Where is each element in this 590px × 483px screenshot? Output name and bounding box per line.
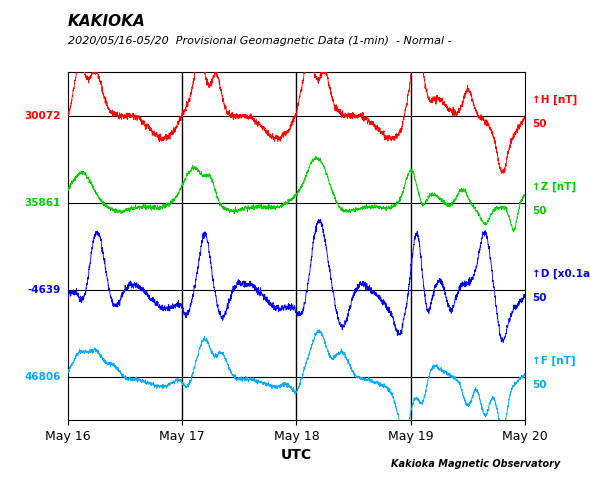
Text: 50: 50 — [532, 293, 546, 302]
Text: Kakioka Magnetic Observatory: Kakioka Magnetic Observatory — [391, 458, 560, 469]
Text: ↑D [x0.1arcmin]: ↑D [x0.1arcmin] — [532, 269, 590, 279]
Text: 30072: 30072 — [25, 111, 61, 121]
Text: ↑F [nT]: ↑F [nT] — [532, 355, 576, 366]
Text: ↑H [nT]: ↑H [nT] — [532, 95, 577, 105]
Text: -4639: -4639 — [28, 285, 61, 295]
Text: ↑Z [nT]: ↑Z [nT] — [532, 182, 576, 192]
Text: 50: 50 — [532, 206, 546, 215]
Text: KAKIOKA: KAKIOKA — [68, 14, 146, 29]
Text: 50: 50 — [532, 119, 546, 128]
Text: 35861: 35861 — [25, 198, 61, 208]
Text: 2020/05/16-05/20  Provisional Geomagnetic Data (1-min)  - Normal -: 2020/05/16-05/20 Provisional Geomagnetic… — [68, 36, 451, 46]
Text: 46806: 46806 — [25, 372, 61, 382]
Text: 50: 50 — [532, 380, 546, 389]
X-axis label: UTC: UTC — [281, 449, 312, 463]
